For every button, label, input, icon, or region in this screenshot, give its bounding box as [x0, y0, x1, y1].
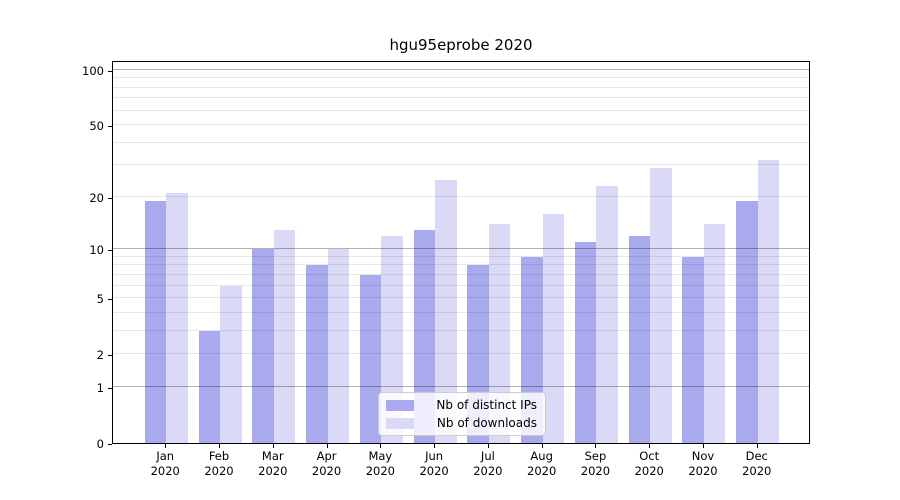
bar-downloads-dec: [757, 160, 780, 443]
y-tick-5: [108, 299, 112, 301]
x-tick-jan: [165, 444, 167, 448]
x-tick-label-oct: Oct 2020: [634, 449, 664, 478]
gridline-90: [113, 77, 809, 79]
x-tick-label-jun: Jun 2020: [419, 449, 449, 478]
gridline-30: [113, 164, 809, 166]
x-tick-nov: [702, 444, 704, 448]
legend-label-distinct-ips: Nb of distinct IPs: [436, 398, 537, 412]
plot-area: [112, 61, 810, 444]
gridline-60: [113, 109, 809, 111]
x-tick-label-jul: Jul 2020: [473, 449, 503, 478]
y-tick-0: [108, 444, 112, 445]
y-tick-100: [108, 70, 112, 72]
y-tick-50: [108, 126, 112, 128]
bar-downloads-aug: [542, 214, 565, 443]
gridline-20: [113, 195, 809, 197]
bar-ips-feb: [198, 330, 220, 443]
x-tick-label-aug: Aug 2020: [527, 449, 557, 478]
y-tick-label-100: 100: [82, 63, 104, 78]
x-tick-aug: [541, 444, 543, 448]
y-tick-label-20: 20: [89, 190, 104, 205]
y-tick-label-1: 1: [96, 380, 104, 395]
bar-ips-jan: [144, 200, 167, 443]
x-tick-label-may: May 2020: [365, 449, 395, 478]
gridline-70: [113, 97, 809, 99]
chart-title: hgu95eprobe 2020: [389, 36, 533, 54]
y-tick-label-50: 50: [89, 119, 104, 134]
y-tick-label-2: 2: [96, 348, 104, 363]
bar-downloads-jul: [488, 224, 511, 443]
bar-ips-oct: [628, 235, 651, 443]
bar-downloads-jun: [435, 179, 457, 443]
bar-downloads-mar: [273, 229, 296, 443]
y-tick-label-0: 0: [96, 437, 104, 451]
gridline-40: [113, 141, 809, 143]
bar-downloads-apr: [327, 249, 350, 443]
x-tick-sep: [595, 444, 597, 448]
legend-swatch-distinct-ips: [386, 399, 414, 411]
gridline-80: [113, 86, 809, 88]
x-tick-jun: [434, 444, 436, 448]
x-tick-label-dec: Dec 2020: [742, 449, 772, 478]
bar-downloads-jan: [166, 193, 188, 443]
x-tick-label-mar: Mar 2020: [258, 449, 288, 478]
y-tick-label-5: 5: [96, 292, 104, 307]
bar-downloads-feb: [220, 285, 242, 443]
legend: Nb of distinct IPs Nb of downloads: [378, 392, 546, 436]
legend-swatch-downloads: [386, 417, 414, 429]
x-tick-feb: [219, 444, 220, 448]
x-tick-label-apr: Apr 2020: [311, 449, 342, 478]
y-tick-label-10: 10: [89, 243, 104, 258]
x-tick-apr: [326, 444, 328, 448]
x-tick-label-feb: Feb 2020: [204, 449, 234, 478]
legend-item-distinct-ips: Nb of distinct IPs: [386, 398, 537, 412]
bar-downloads-may: [381, 235, 403, 443]
bar-downloads-oct: [650, 168, 672, 443]
y-tick-2: [108, 355, 112, 357]
gridline-100: [113, 69, 809, 70]
y-tick-10: [108, 250, 112, 252]
bar-downloads-nov: [703, 224, 726, 443]
legend-item-downloads: Nb of downloads: [386, 416, 537, 430]
bar-ips-dec: [736, 200, 758, 443]
legend-label-downloads: Nb of downloads: [436, 416, 537, 430]
x-tick-dec: [756, 444, 758, 448]
bar-ips-jun: [413, 229, 436, 443]
x-tick-label-sep: Sep 2020: [580, 449, 611, 478]
x-tick-jul: [487, 444, 489, 448]
bar-ips-sep: [574, 242, 597, 443]
bar-ips-may: [359, 274, 382, 443]
y-tick-1: [108, 387, 112, 389]
bar-downloads-sep: [596, 186, 618, 443]
x-tick-oct: [649, 444, 651, 448]
bar-ips-apr: [306, 265, 328, 443]
x-tick-mar: [272, 444, 274, 448]
x-tick-may: [380, 444, 382, 448]
y-tick-20: [108, 197, 112, 199]
bar-ips-mar: [252, 249, 274, 443]
gridline-50: [113, 124, 809, 126]
bar-ips-nov: [682, 256, 704, 443]
x-tick-label-jan: Jan 2020: [150, 449, 180, 478]
x-tick-label-nov: Nov 2020: [688, 449, 718, 478]
